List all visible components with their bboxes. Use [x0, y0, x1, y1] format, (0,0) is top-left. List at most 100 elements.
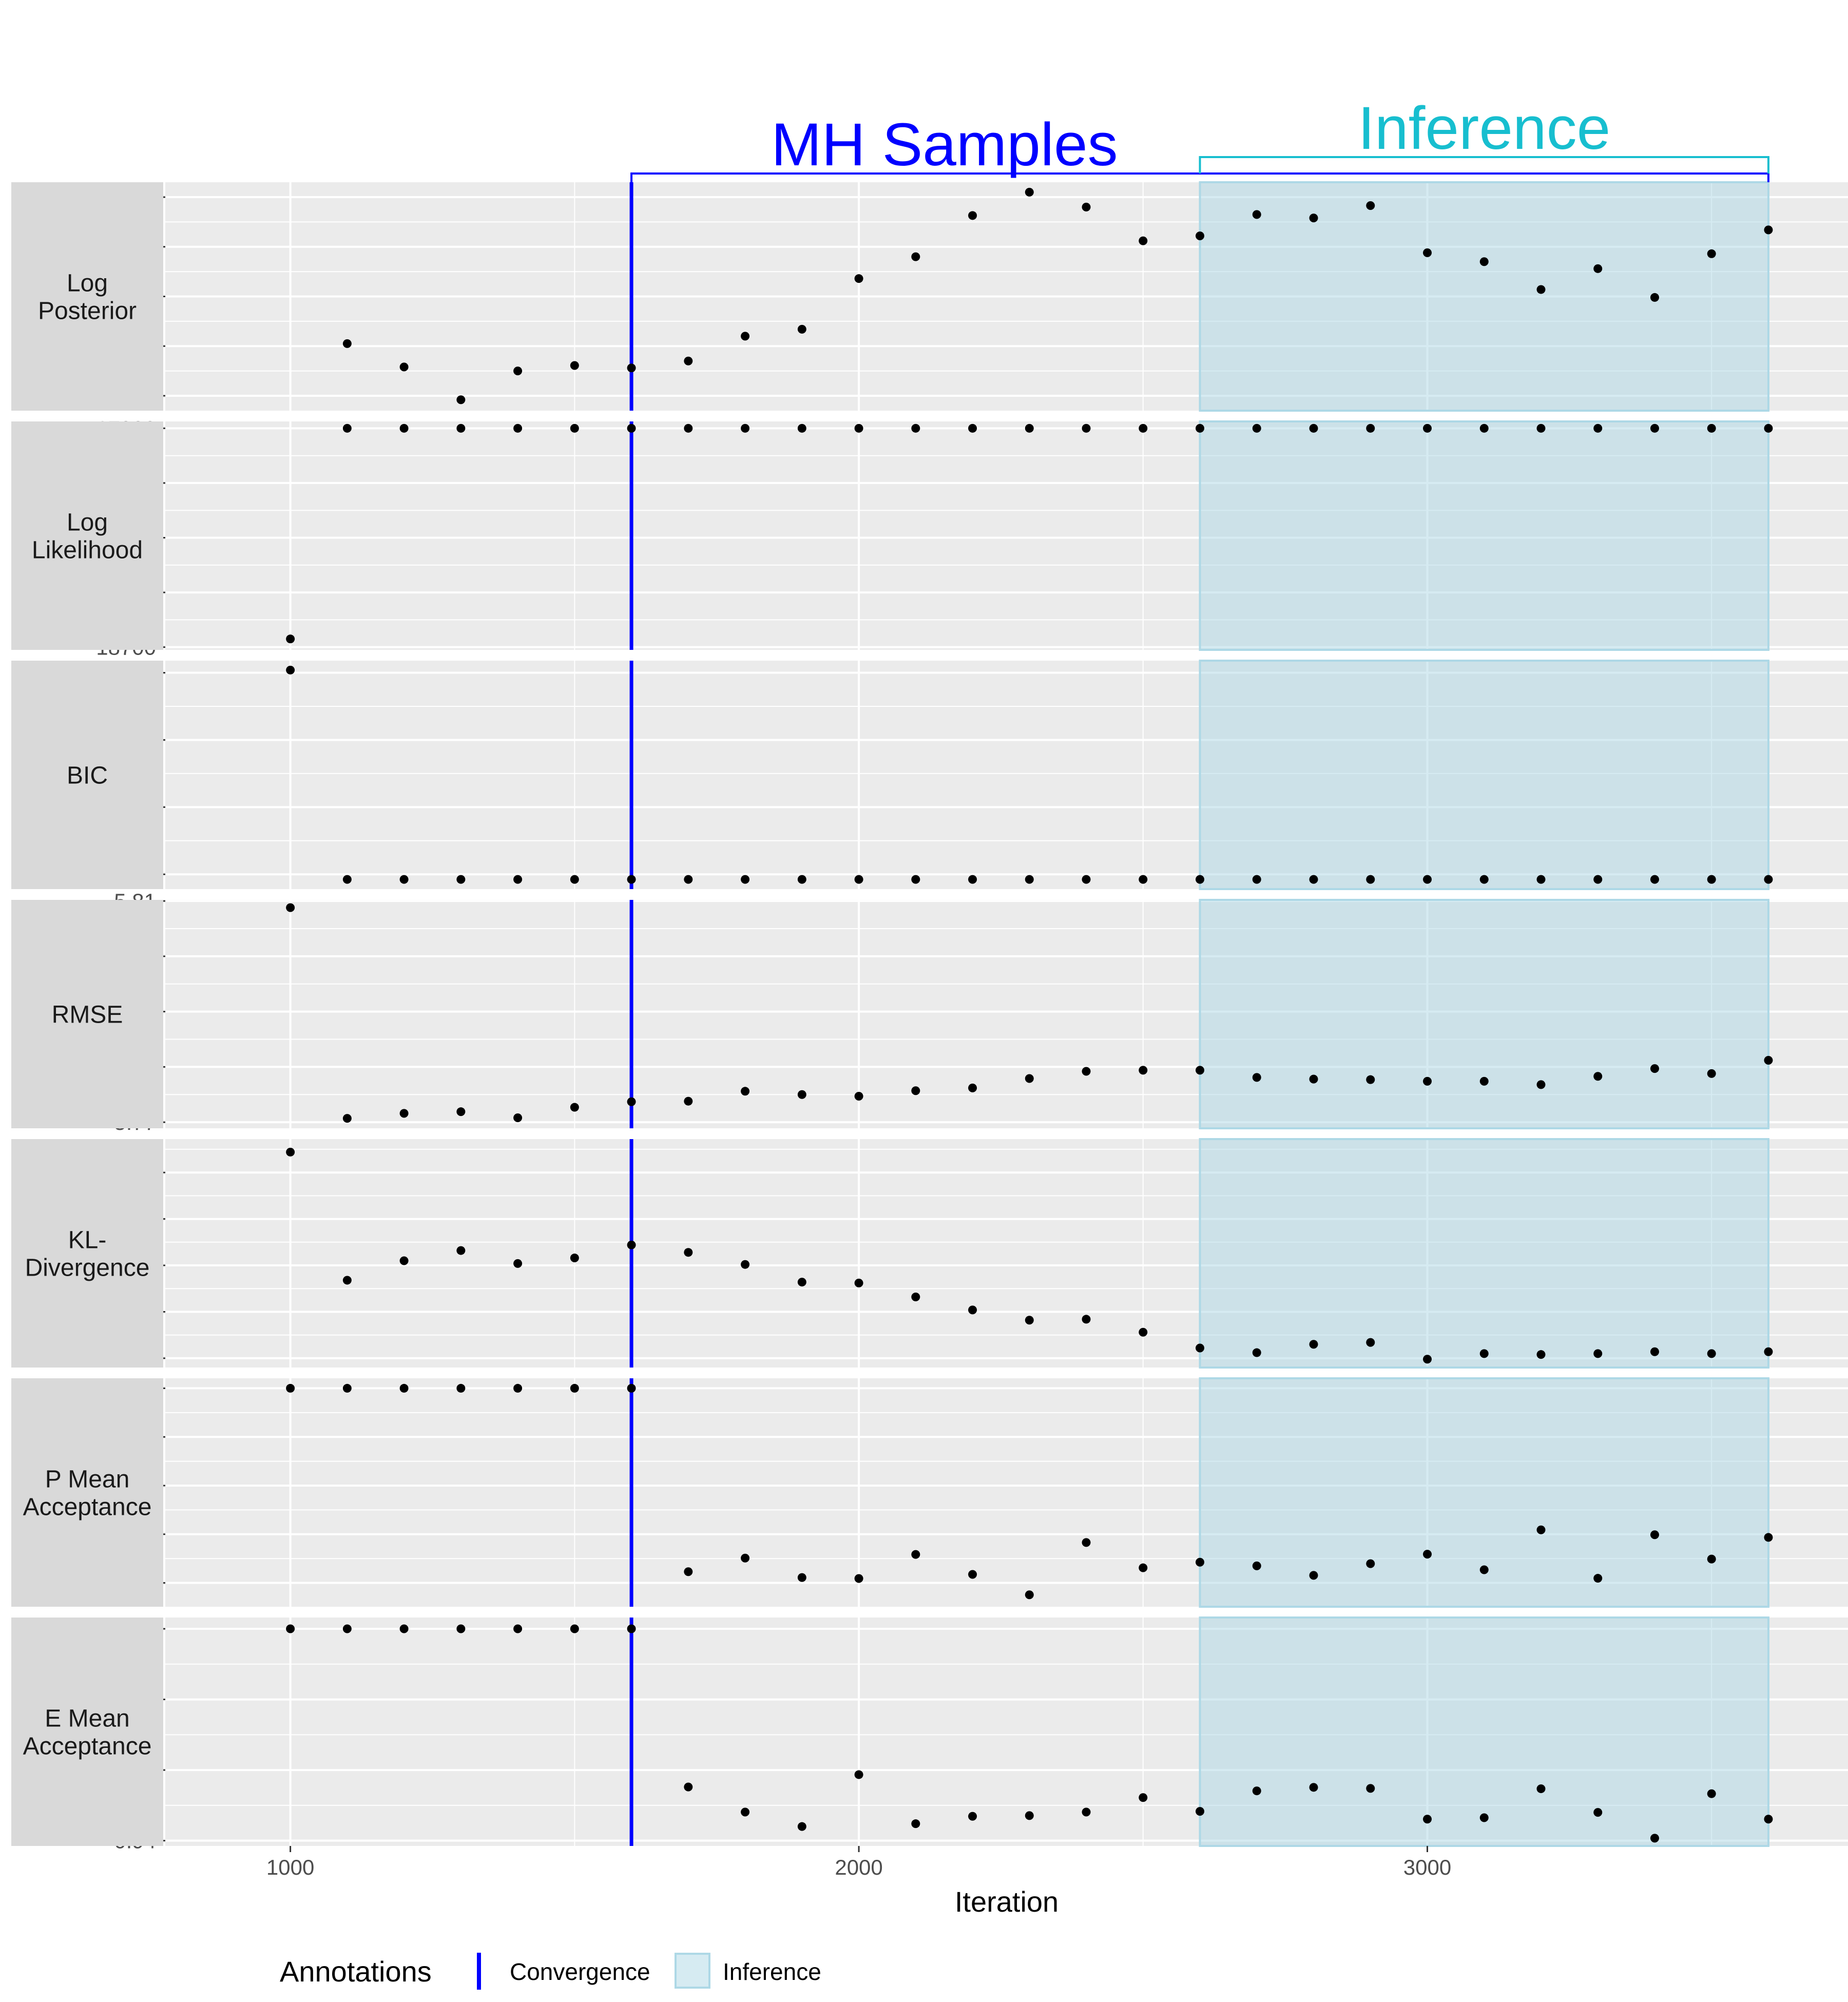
data-point — [1480, 875, 1489, 884]
data-point — [1366, 201, 1375, 210]
data-point — [1025, 875, 1034, 884]
data-point — [1366, 1784, 1375, 1793]
facet-panel: -18676-18675-18674-18673-18672LogPosteri… — [11, 182, 1848, 411]
data-point — [456, 875, 465, 884]
data-point — [456, 1246, 465, 1255]
data-point — [684, 875, 692, 884]
data-point — [343, 1276, 352, 1284]
data-point — [1650, 424, 1659, 433]
data-point — [855, 1092, 863, 1101]
data-point — [1593, 1072, 1602, 1081]
mh-samples-label: MH Samples — [771, 111, 1118, 179]
data-point — [1253, 1786, 1261, 1795]
data-point — [1082, 1807, 1091, 1816]
legend-inference-key — [676, 1954, 709, 1988]
data-point — [1650, 1530, 1659, 1539]
data-point — [798, 325, 806, 334]
data-point — [1310, 214, 1318, 222]
data-point — [968, 1305, 977, 1314]
data-point — [343, 339, 352, 348]
facet-panel: 5.775.785.795.805.81RMSE — [11, 889, 1848, 1134]
data-point — [1310, 1571, 1318, 1580]
data-point — [741, 1087, 749, 1095]
data-point — [1650, 875, 1659, 884]
data-point — [1423, 248, 1432, 257]
data-point — [1139, 875, 1147, 884]
data-point — [1593, 424, 1602, 433]
data-point — [1650, 1834, 1659, 1842]
data-point — [1764, 1533, 1773, 1542]
data-point — [1707, 249, 1716, 258]
data-point — [1196, 875, 1204, 884]
data-point — [911, 1819, 920, 1828]
data-point — [968, 1084, 977, 1092]
data-point — [1764, 1348, 1773, 1356]
data-point — [684, 424, 692, 433]
data-point — [570, 1254, 579, 1262]
data-point — [570, 1103, 579, 1112]
data-point — [798, 424, 806, 433]
inference-region — [1200, 421, 1768, 650]
data-point — [1082, 1067, 1091, 1076]
data-point — [570, 424, 579, 433]
data-point — [400, 1625, 409, 1633]
data-point — [400, 1256, 409, 1265]
data-point — [343, 875, 352, 884]
data-point — [1764, 225, 1773, 234]
data-point — [1139, 237, 1147, 245]
data-point — [684, 1783, 692, 1792]
data-point — [741, 1807, 749, 1816]
data-point — [1310, 875, 1318, 884]
data-point — [456, 395, 465, 404]
data-point — [1707, 424, 1716, 433]
data-point — [798, 1573, 806, 1582]
data-point — [1423, 1355, 1432, 1363]
data-point — [1593, 875, 1602, 884]
data-point — [1253, 1562, 1261, 1570]
inference-region — [1200, 1618, 1768, 1846]
data-point — [911, 875, 920, 884]
data-point — [911, 424, 920, 433]
data-point — [968, 1570, 977, 1578]
data-point — [1650, 1064, 1659, 1073]
data-point — [627, 1098, 636, 1106]
data-point — [911, 1550, 920, 1559]
data-point — [513, 1259, 522, 1268]
data-point — [1196, 1344, 1204, 1353]
data-point — [286, 1148, 295, 1157]
data-point — [343, 1114, 352, 1123]
data-point — [1480, 1077, 1489, 1086]
data-point — [343, 1625, 352, 1633]
data-point — [627, 1384, 636, 1393]
data-point — [456, 424, 465, 433]
data-point — [1764, 1056, 1773, 1065]
data-point — [741, 875, 749, 884]
data-point — [1253, 875, 1261, 884]
data-point — [513, 1625, 522, 1633]
legend-title: Annotations — [280, 1955, 432, 1988]
x-tick-label: 2000 — [835, 1855, 882, 1879]
inference-bracket-label: Inference — [1358, 94, 1610, 162]
data-point — [627, 875, 636, 884]
data-point — [1707, 875, 1716, 884]
facet-panel: 38500390003950040000BIC — [11, 661, 1848, 889]
data-point — [1139, 424, 1147, 433]
data-point — [513, 1384, 522, 1393]
data-point — [1480, 1813, 1489, 1822]
data-point — [855, 1770, 863, 1779]
data-point — [1536, 1350, 1545, 1359]
data-point — [911, 253, 920, 261]
data-point — [1650, 1348, 1659, 1356]
data-point — [1139, 1564, 1147, 1572]
data-point — [1139, 1793, 1147, 1802]
data-point — [1310, 1783, 1318, 1792]
data-point — [400, 424, 409, 433]
data-point — [1025, 1811, 1034, 1820]
data-point — [1082, 424, 1091, 433]
data-point — [570, 1625, 579, 1633]
data-point — [1480, 257, 1489, 266]
data-point — [1366, 424, 1375, 433]
data-point — [400, 875, 409, 884]
